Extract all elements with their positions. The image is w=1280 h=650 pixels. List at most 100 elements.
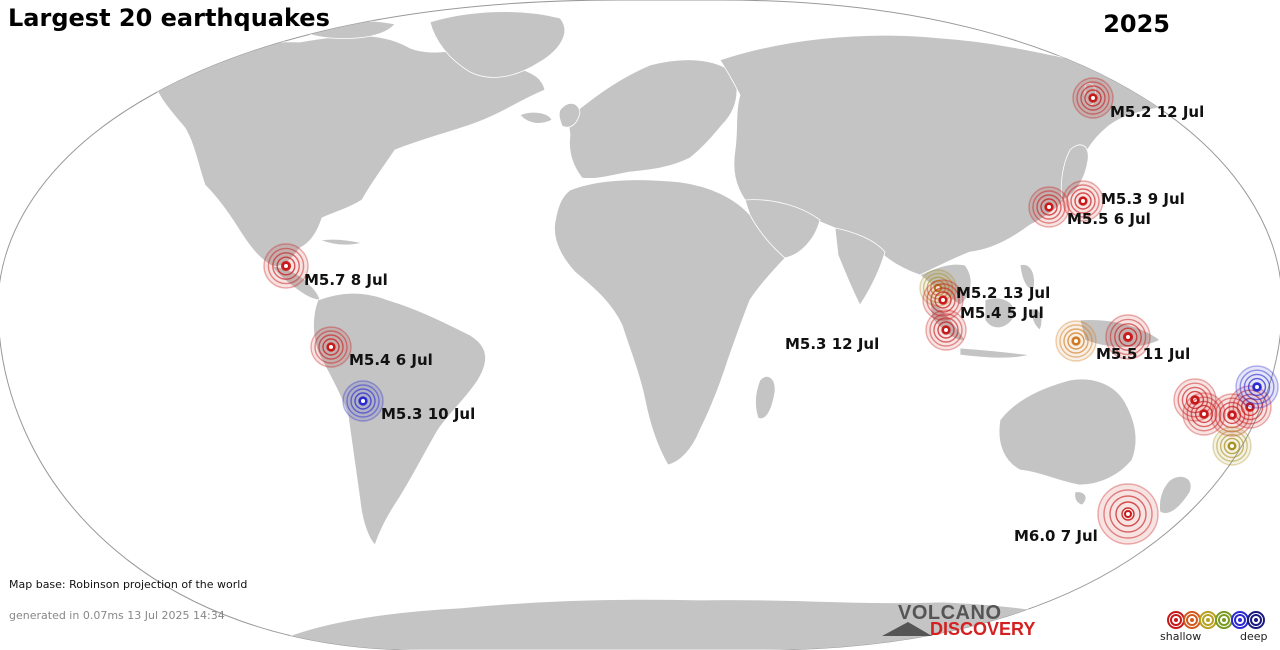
land-sulawesi (1029, 308, 1043, 331)
earthquake-label: M5.2 13 Jul (956, 284, 1050, 302)
land-arabia (744, 199, 821, 259)
earthquake-ring (1076, 81, 1110, 115)
land-south-america (313, 292, 486, 546)
earthquake-marker[interactable] (1212, 426, 1252, 466)
earthquake-marker[interactable] (1105, 314, 1151, 360)
earthquake-ring (1028, 186, 1070, 228)
earthquake-epicenter (1045, 203, 1053, 211)
land-philippines (1019, 264, 1035, 290)
logo-line1: VOLCANO (898, 602, 1002, 624)
earthquake-label: M5.3 10 Jul (381, 405, 475, 423)
earthquake-ring (922, 272, 954, 304)
land-caribbean (318, 238, 363, 246)
earthquake-ring (1240, 397, 1260, 417)
volcano-discovery-logo[interactable]: VOLCANO DISCOVERY (882, 602, 1036, 640)
land-java (959, 347, 1031, 359)
earthquake-ring (322, 338, 340, 356)
earthquake-marker[interactable] (1228, 385, 1272, 429)
earthquake-ring (1181, 386, 1209, 414)
earthquake-ring (1066, 184, 1100, 218)
earthquake-ring (276, 256, 296, 276)
earthquake-ring (1227, 410, 1237, 420)
earthquake-ring (280, 260, 292, 272)
legend-ring (1234, 614, 1246, 626)
land-tasmania (1074, 491, 1087, 506)
earthquake-marker[interactable] (1235, 365, 1279, 409)
earthquake-epicenter (359, 397, 367, 405)
earthquake-marker[interactable] (263, 243, 309, 289)
earthquake-marker[interactable] (925, 309, 967, 351)
earthquake-ring (1173, 378, 1217, 422)
earthquake-ring (346, 384, 380, 418)
land-sumatra (929, 299, 966, 341)
earthquake-ring (1084, 89, 1102, 107)
earthquake-ring (1212, 426, 1252, 466)
earthquake-ring (310, 326, 352, 368)
legend-ring (1247, 611, 1265, 629)
earthquake-epicenter (942, 326, 950, 334)
earthquake-ring (272, 252, 300, 280)
earthquake-marker[interactable] (1062, 180, 1104, 222)
earthquake-label: M5.5 11 Jul (1096, 345, 1190, 363)
earthquake-ring (1190, 400, 1218, 428)
earthquake-ring (1185, 390, 1205, 410)
earthquake-epicenter (1191, 396, 1199, 404)
earthquake-epicenter (1228, 411, 1236, 419)
earthquake-marker[interactable] (922, 279, 964, 321)
earthquake-ring (1243, 373, 1271, 401)
legend-dot (1206, 618, 1210, 622)
earthquake-ring (1103, 489, 1153, 539)
land-north-america (149, 35, 546, 267)
legend-dot (1174, 618, 1178, 622)
earthquake-marker[interactable] (342, 380, 384, 422)
earthquake-label: M5.3 9 Jul (1101, 190, 1185, 208)
earthquake-ring (354, 392, 372, 410)
earthquake-marker[interactable] (310, 326, 352, 368)
earthquake-ring (926, 283, 960, 317)
earthquake-ring (1239, 369, 1275, 405)
earthquake-ring (922, 279, 964, 321)
map-base-note: Map base: Robinson projection of the wor… (9, 578, 248, 591)
earthquake-epicenter (1072, 337, 1080, 345)
legend-dot (1190, 618, 1194, 622)
earthquake-ring (350, 388, 376, 414)
earthquake-ring (926, 276, 950, 300)
legend-shallow-label: shallow (1160, 630, 1202, 643)
legend-ring (1218, 614, 1230, 626)
legend-dot (1238, 618, 1242, 622)
earthquake-epicenter (327, 343, 335, 351)
earthquake-marker[interactable] (1072, 77, 1114, 119)
earthquake-marker[interactable] (1028, 186, 1070, 228)
earthquake-ring (1223, 437, 1241, 455)
legend-ring (1250, 614, 1262, 626)
earthquake-marker[interactable] (1097, 483, 1159, 545)
earthquake-ring (1114, 323, 1142, 351)
earthquake-marker[interactable] (1055, 320, 1097, 362)
earthquake-ring (1182, 392, 1226, 436)
land-iceland (519, 111, 553, 124)
earthquake-label: M5.3 12 Jul (785, 335, 879, 353)
earthquake-epicenter (1200, 410, 1208, 418)
earthquake-ring (1190, 395, 1200, 405)
year-label: 2025 (1103, 10, 1170, 38)
earthquake-ring (318, 334, 344, 360)
earthquake-ring (1062, 180, 1104, 222)
earthquake-label: M5.2 12 Jul (1110, 103, 1204, 121)
earthquake-label: M5.4 6 Jul (349, 351, 433, 369)
earthquake-ring (1055, 320, 1097, 362)
earthquake-ring (1186, 396, 1222, 432)
earthquake-ring (1109, 495, 1147, 533)
earthquake-ring (1105, 314, 1151, 360)
earthquake-ring (1067, 332, 1085, 350)
earthquake-marker[interactable] (1182, 392, 1226, 436)
logo-line2: DISCOVERY (930, 619, 1036, 639)
earthquake-epicenter (1124, 510, 1132, 518)
earthquake-label: M6.0 7 Jul (1014, 527, 1098, 545)
earthquake-ring (1109, 318, 1147, 356)
legend-ring (1170, 614, 1182, 626)
earthquake-epicenter (1079, 197, 1087, 205)
earthquake-ring (937, 321, 955, 339)
land-borneo (984, 297, 1016, 329)
earthquake-ring (1177, 382, 1213, 418)
